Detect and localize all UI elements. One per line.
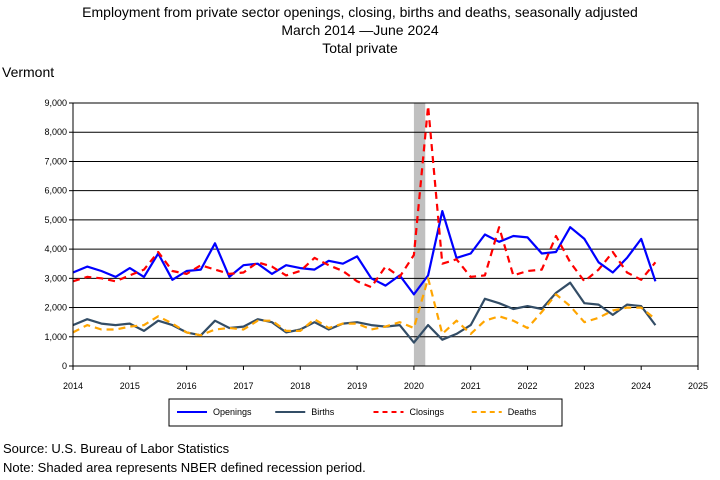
x-tick-label: 2015 xyxy=(120,381,140,391)
legend-label-closings: Closings xyxy=(410,407,445,417)
series-line-births xyxy=(72,281,657,344)
x-tick-label: 2024 xyxy=(631,381,651,391)
x-tick-label: 2019 xyxy=(347,381,367,391)
y-tick-label: 8,000 xyxy=(44,127,67,137)
series-line-deaths xyxy=(72,277,657,337)
legend-label-deaths: Deaths xyxy=(508,407,537,417)
line-chart: 0 1,000 2,000 3,000 4,000 5,000 6,000 7,000 8,00… xyxy=(44,98,708,427)
y-tick-label: 3,000 xyxy=(44,273,67,283)
series-line-closings xyxy=(72,104,657,289)
y-tick-label: 9,000 xyxy=(44,98,67,108)
y-tick-label: 6,000 xyxy=(44,186,67,196)
chart-title: Employment from private sector openings,… xyxy=(82,4,638,20)
recession-note: Note: Shaded area represents NBER define… xyxy=(3,460,366,475)
x-tick-label: 2017 xyxy=(233,381,253,391)
source-note: Source: U.S. Bureau of Labor Statistics xyxy=(3,441,230,456)
x-tick-label: 2021 xyxy=(461,381,481,391)
y-tick-label: 2,000 xyxy=(44,303,67,313)
x-tick-label: 2022 xyxy=(518,381,538,391)
x-tick-label: 2014 xyxy=(63,381,83,391)
y-tick-label: 4,000 xyxy=(44,244,67,254)
legend-label-births: Births xyxy=(311,407,335,417)
chart-subtitle-period: March 2014 —June 2024 xyxy=(281,22,439,38)
y-tick-label: 7,000 xyxy=(44,156,67,166)
recession-shading xyxy=(413,103,426,366)
legend-label-openings: Openings xyxy=(213,407,252,417)
region-label: Vermont xyxy=(2,64,55,80)
plot-frame xyxy=(72,102,699,367)
y-tick-label: 5,000 xyxy=(44,215,67,225)
legend-box xyxy=(168,398,563,427)
y-tick-label: 0 xyxy=(62,361,67,371)
x-tick-label: 2023 xyxy=(574,381,594,391)
x-tick-label: 2020 xyxy=(404,381,424,391)
series-line-openings xyxy=(72,210,657,296)
x-tick-label: 2018 xyxy=(290,381,310,391)
x-tick-label: 2016 xyxy=(177,381,197,391)
y-tick-label: 1,000 xyxy=(44,332,67,342)
chart-subtitle-industry: Total private xyxy=(322,40,398,56)
x-tick-label: 2025 xyxy=(688,381,708,391)
